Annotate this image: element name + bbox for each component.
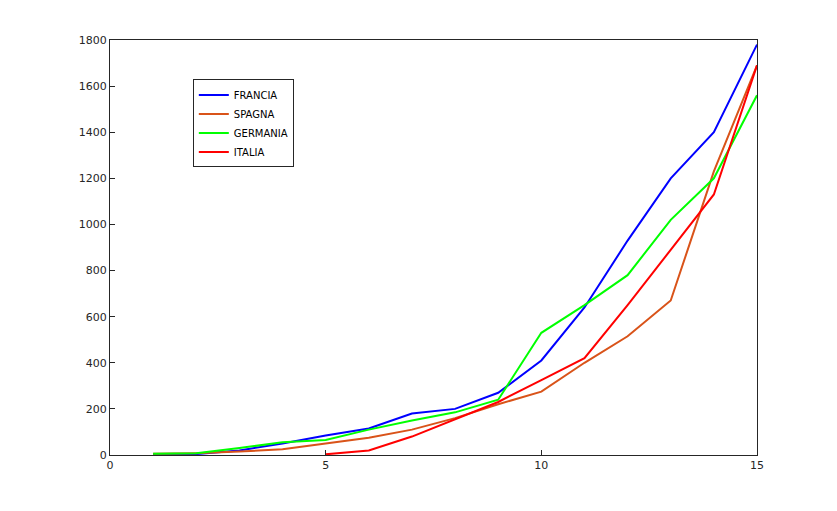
svg-text:800: 800 <box>86 264 107 277</box>
svg-text:ITALIA: ITALIA <box>234 147 265 158</box>
svg-text:1200: 1200 <box>79 172 107 185</box>
svg-text:1600: 1600 <box>79 80 107 93</box>
svg-text:600: 600 <box>86 311 107 324</box>
svg-text:GERMANIA: GERMANIA <box>234 128 288 139</box>
svg-text:1800: 1800 <box>79 34 107 47</box>
svg-text:15: 15 <box>750 459 764 472</box>
svg-text:200: 200 <box>86 403 107 416</box>
svg-text:1000: 1000 <box>79 218 107 231</box>
svg-text:0: 0 <box>100 449 107 462</box>
svg-text:10: 10 <box>534 459 548 472</box>
svg-text:FRANCIA: FRANCIA <box>234 90 278 101</box>
svg-text:1400: 1400 <box>79 126 107 139</box>
svg-text:SPAGNA: SPAGNA <box>234 109 275 120</box>
svg-text:400: 400 <box>86 357 107 370</box>
svg-text:0: 0 <box>107 459 114 472</box>
svg-text:5: 5 <box>322 459 329 472</box>
